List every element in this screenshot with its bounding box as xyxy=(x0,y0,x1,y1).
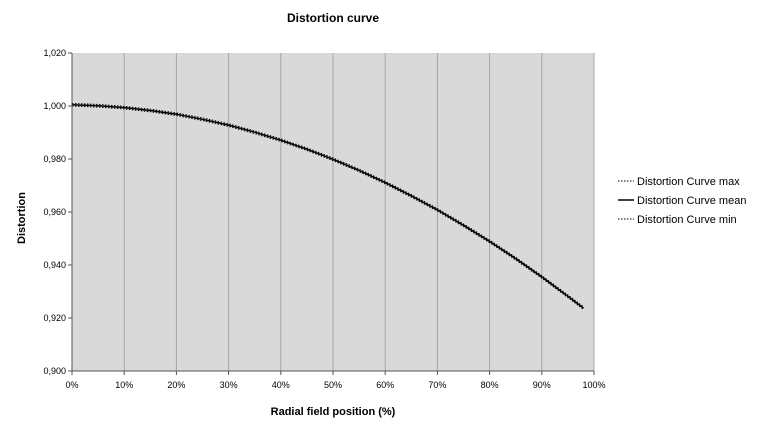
gridlines xyxy=(123,53,595,371)
legend: Distortion Curve max Distortion Curve mea… xyxy=(618,176,746,226)
series-lines xyxy=(71,102,585,310)
x-tick-label: 0% xyxy=(65,380,78,390)
y-tick-label: 1,000 xyxy=(43,101,66,111)
y-tick-label: 0,940 xyxy=(43,260,66,270)
legend-label: Distortion Curve min xyxy=(637,214,737,226)
y-tick-label: 0,980 xyxy=(43,154,66,164)
y-tick-label: 0,900 xyxy=(43,366,66,376)
x-tick-label: 50% xyxy=(324,380,342,390)
x-tick-labels: 0% 10% 20% 30% 40% 50% 60% 70% 80% 90% 100% xyxy=(65,380,605,390)
x-tick-label: 90% xyxy=(533,380,551,390)
series-line-1 xyxy=(71,103,585,309)
legend-label: Distortion Curve mean xyxy=(637,195,746,207)
x-axis-title: Radial field position (%) xyxy=(271,406,396,418)
x-tick-label: 100% xyxy=(582,380,605,390)
x-tick-label: 30% xyxy=(220,380,238,390)
axes xyxy=(68,52,595,375)
y-tick-label: 0,920 xyxy=(43,313,66,323)
chart-title: Distortion curve xyxy=(287,11,379,25)
y-tick-label: 0,960 xyxy=(43,207,66,217)
x-tick-label: 70% xyxy=(428,380,446,390)
series-line-2 xyxy=(71,105,584,310)
series-line-0 xyxy=(71,102,584,308)
x-tick-label: 20% xyxy=(167,380,185,390)
x-tick-label: 60% xyxy=(376,380,394,390)
legend-label: Distortion Curve max xyxy=(637,176,740,188)
y-tick-labels: 0,900 0,920 0,940 0,960 0,980 1,000 1,020 xyxy=(43,48,66,376)
x-tick-label: 10% xyxy=(115,380,133,390)
y-axis-title: Distortion xyxy=(16,192,28,244)
y-tick-label: 1,020 xyxy=(43,48,66,58)
x-tick-label: 80% xyxy=(481,380,499,390)
x-tick-label: 40% xyxy=(272,380,290,390)
